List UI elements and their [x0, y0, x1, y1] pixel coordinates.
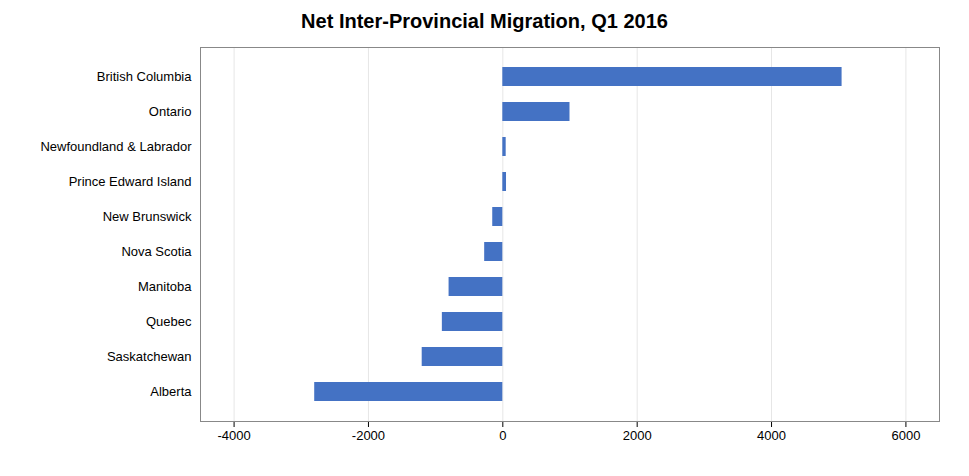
svg-text:Nova Scotia: Nova Scotia	[121, 244, 192, 259]
svg-text:0: 0	[499, 428, 506, 443]
svg-text:British Columbia: British Columbia	[97, 69, 192, 84]
svg-text:Quebec: Quebec	[146, 314, 192, 329]
svg-text:4000: 4000	[757, 428, 786, 443]
svg-text:Newfoundland & Labrador: Newfoundland & Labrador	[40, 139, 192, 154]
svg-text:-4000: -4000	[217, 428, 250, 443]
svg-text:Alberta: Alberta	[150, 384, 192, 399]
html-text:Net Inter-Provincial Migration: Net Inter-Provincial Migration, Q1 2016	[301, 10, 668, 32]
svg-text:Saskatchewan: Saskatchewan	[107, 349, 192, 364]
svg-text:2000: 2000	[623, 428, 652, 443]
svg-text:6000: 6000	[891, 428, 920, 443]
svg-text:-2000: -2000	[352, 428, 385, 443]
svg-text:New Brunswick: New Brunswick	[103, 209, 192, 224]
svg-text:Prince Edward Island: Prince Edward Island	[69, 174, 192, 189]
svg-text:Manitoba: Manitoba	[138, 279, 192, 294]
svg-text:Ontario: Ontario	[149, 104, 192, 119]
